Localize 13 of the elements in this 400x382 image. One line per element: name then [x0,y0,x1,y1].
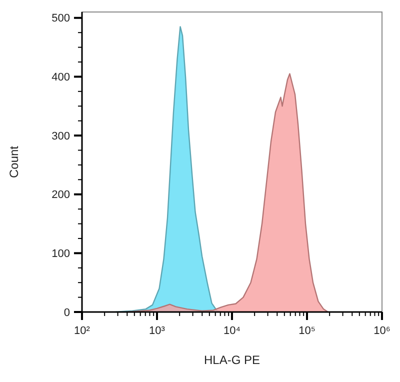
y-tick-label: 100 [52,248,70,260]
y-tick-label: 0 [64,306,70,319]
x-tick-label: 10⁴ [224,325,241,337]
x-tick-label: 10⁵ [298,325,316,337]
y-tick-label: 200 [52,189,70,202]
x-tick-label: 10² [74,325,90,337]
y-tick-label: 300 [52,130,70,142]
x-tick-label: 10⁶ [374,325,390,337]
y-tick-label: 500 [52,12,70,25]
x-axis-title: HLA-G PE [204,353,260,367]
x-tick-label: 10³ [149,325,166,337]
y-tick-label: 400 [52,72,70,84]
y-axis-title: Count [7,145,21,178]
